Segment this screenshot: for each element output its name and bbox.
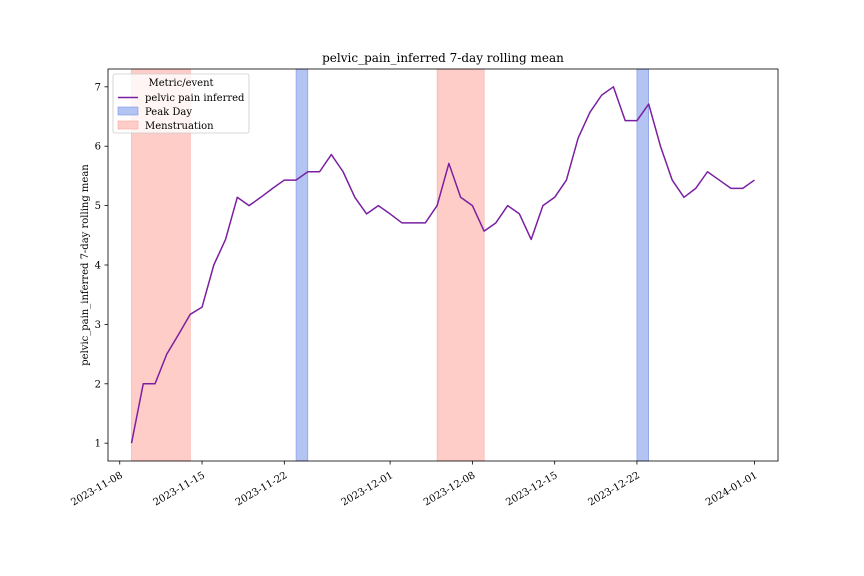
y-tick-label: 6: [95, 142, 101, 153]
y-tick-label: 2: [95, 379, 101, 390]
event-spans: [131, 68, 650, 462]
y-tick-label: 4: [95, 261, 101, 272]
y-tick-label: 5: [95, 201, 101, 212]
legend-swatch-peak-day: [117, 106, 139, 116]
y-axis: 1 2 3 4 5 6 7: [95, 82, 108, 450]
legend-label-menstruation: Menstruation: [145, 121, 214, 132]
chart-title: pelvic_pain_inferred 7-day rolling mean: [322, 51, 564, 65]
legend-entries: pelvic pain inferred Peak Day Menstruation: [117, 93, 245, 132]
legend: Metric/event pelvic pain inferred Peak Da…: [112, 73, 250, 134]
legend-swatch-menstruation: [117, 120, 139, 130]
span-menstruation: [436, 68, 485, 462]
span-peak-day: [636, 68, 650, 462]
span-peak-day: [295, 68, 309, 462]
y-tick-label: 3: [95, 320, 101, 331]
y-axis-label: pelvic_pain_inferred 7-day rolling mean: [80, 164, 91, 366]
legend-title: Metric/event: [148, 78, 213, 89]
legend-box: [112, 73, 250, 134]
legend-label-peak-day: Peak Day: [145, 107, 192, 118]
y-tick-label: 1: [95, 439, 101, 450]
series-line-0: [130, 86, 755, 444]
legend-label-pelvic-pain-inferred: pelvic pain inferred: [145, 93, 245, 104]
y-tick-label: 7: [95, 82, 101, 93]
series-layer: [130, 86, 755, 444]
